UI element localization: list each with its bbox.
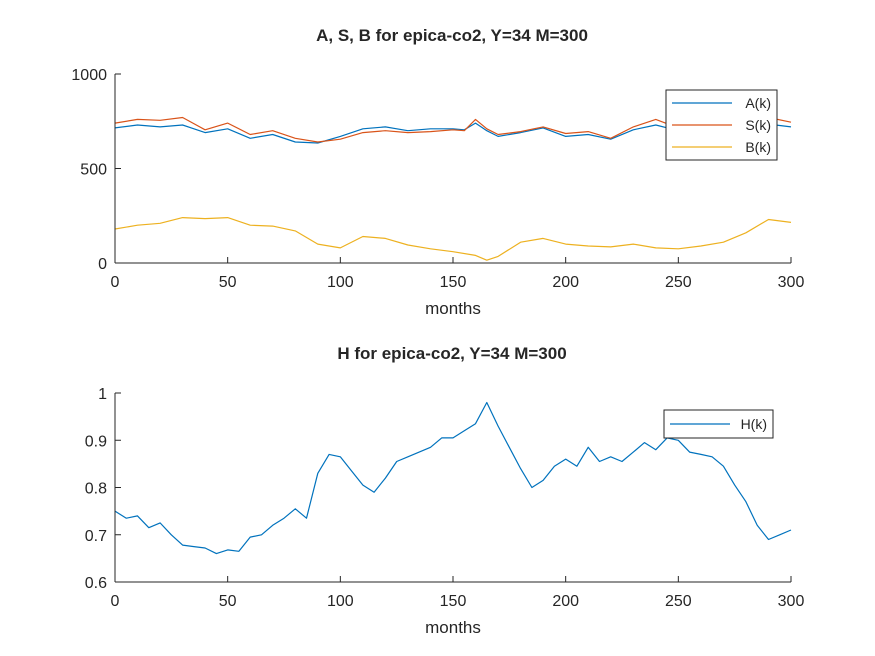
chart-bottom-title: H for epica-co2, Y=34 M=300: [337, 344, 566, 363]
chart-bottom-x-tick-label: 300: [778, 593, 805, 610]
chart-top-title: A, S, B for epica-co2, Y=34 M=300: [316, 26, 588, 45]
chart-bottom-x-tick-label: 250: [665, 593, 692, 610]
chart-bottom-x-tick-label: 0: [111, 593, 120, 610]
chart-top-y-tick-label: 1000: [71, 67, 107, 84]
chart-bottom-legend-label: H(k): [741, 416, 767, 432]
chart-top-legend-label: A(k): [745, 95, 771, 111]
chart-bottom-y-ticks: 0.6 0.7 0.8 0.9 1: [85, 386, 121, 592]
chart-top-x-tick-label: 250: [665, 274, 692, 291]
chart-bottom-y-tick-label: 0.6: [85, 575, 107, 592]
chart-bottom-series-layer: [114, 401, 792, 555]
chart-top-y-tick-label: 500: [80, 162, 107, 179]
chart-bottom-x-tick-label: 100: [327, 593, 354, 610]
chart-top-series-line-2: [114, 217, 792, 261]
chart-bottom-x-tick-label: 200: [552, 593, 579, 610]
chart-bottom-y-tick-label: 0.8: [85, 481, 107, 498]
chart-bottom-x-ticks: 0 50 100 150 200 250 300: [111, 576, 805, 610]
chart-top-legend: A(k) S(k) B(k): [665, 89, 778, 161]
chart-bottom-y-tick-label: 0.7: [85, 528, 107, 545]
chart-bottom-legend: H(k): [663, 409, 774, 439]
chart-top-x-tick-label: 0: [111, 274, 120, 291]
chart-bottom-series-line-0: [114, 401, 792, 555]
chart-bottom-y-tick-label: 1: [98, 386, 107, 403]
chart-top-x-ticks: 0 50 100 150 200 250 300: [111, 257, 805, 291]
chart-bottom-x-tick-label: 50: [219, 593, 237, 610]
chart-top-x-tick-label: 50: [219, 274, 237, 291]
chart-top: A, S, B for epica-co2, Y=34 M=300 0 50 100…: [71, 26, 804, 318]
chart-top-x-tick-label: 100: [327, 274, 354, 291]
chart-top-y-ticks: 0 500 1000: [71, 67, 121, 273]
chart-bottom-x-tick-label: 150: [440, 593, 467, 610]
chart-top-legend-label: B(k): [745, 139, 771, 155]
chart-top-x-axis-label: months: [425, 299, 481, 318]
chart-top-x-tick-label: 150: [440, 274, 467, 291]
chart-top-legend-label: S(k): [745, 117, 771, 133]
chart-bottom-y-tick-label: 0.9: [85, 433, 107, 450]
chart-top-y-tick-label: 0: [98, 256, 107, 273]
chart-top-x-tick-label: 200: [552, 274, 579, 291]
chart-bottom-x-axis-label: months: [425, 618, 481, 637]
chart-top-x-tick-label: 300: [778, 274, 805, 291]
chart-bottom: H for epica-co2, Y=34 M=300 0 50 100 150 200…: [85, 344, 805, 637]
